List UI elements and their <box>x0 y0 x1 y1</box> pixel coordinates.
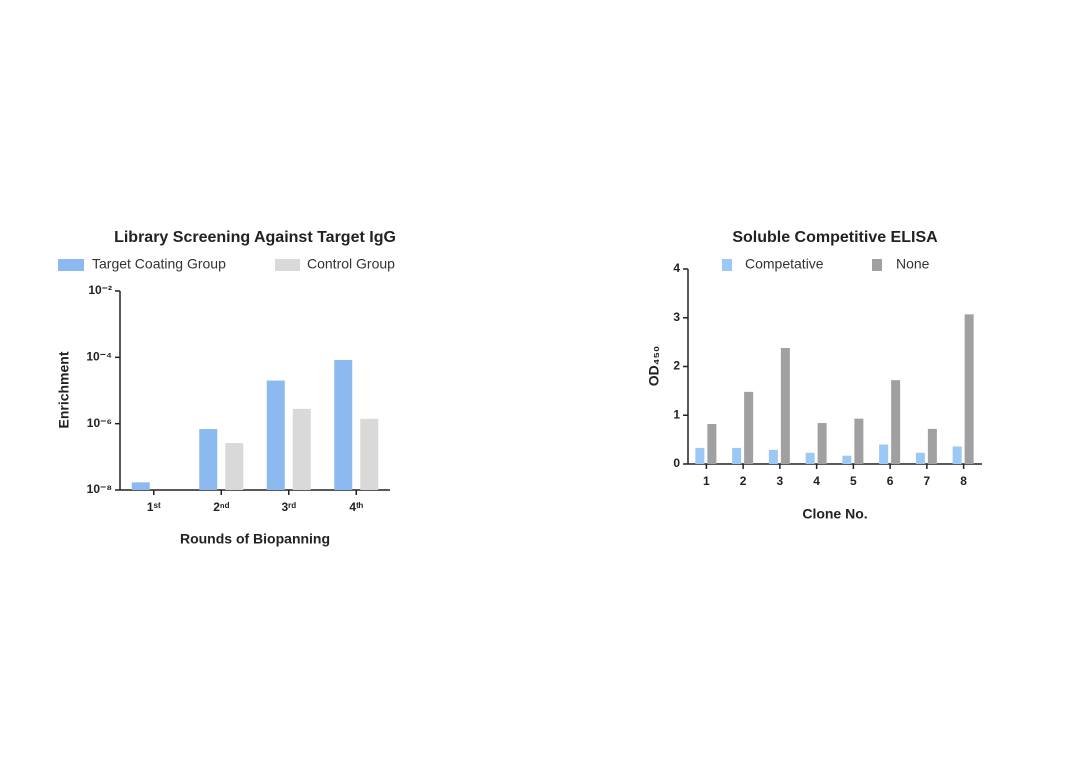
x-tick-label: 3 <box>777 474 784 488</box>
x-axis-label: Clone No. <box>802 506 867 522</box>
legend-label: Target Coating Group <box>92 256 226 272</box>
chart-title: Soluble Competitive ELISA <box>732 229 938 246</box>
y-tick-label: 0 <box>673 456 680 470</box>
x-tick-label: 4 <box>813 474 820 488</box>
y-tick-label: 1 <box>673 407 680 421</box>
x-tick-label: 2ⁿᵈ <box>213 500 229 514</box>
x-tick-label: 5 <box>850 474 857 488</box>
legend-label: Control Group <box>307 256 395 272</box>
y-axis-label: OD₄₅₀ <box>646 346 662 386</box>
x-axis-label: Rounds of Biopanning <box>180 531 330 547</box>
legend-swatch <box>275 259 300 271</box>
y-tick-label: 4 <box>673 261 680 275</box>
y-axis-label: Enrichment <box>56 351 72 428</box>
bar <box>334 360 353 490</box>
y-tick-label: 3 <box>673 310 680 324</box>
bar <box>131 482 150 490</box>
x-tick-label: 1 <box>703 474 710 488</box>
x-tick-label: 1ˢᵗ <box>147 500 161 514</box>
legend-label: None <box>896 256 930 272</box>
x-tick-label: 8 <box>960 474 967 488</box>
legend-swatch <box>872 259 882 271</box>
x-tick-label: 3ʳᵈ <box>282 500 297 514</box>
legend-swatch <box>58 259 84 271</box>
bar <box>768 449 778 464</box>
bar <box>292 408 311 490</box>
bar <box>964 314 974 464</box>
bar <box>225 443 244 490</box>
legend-label: Competative <box>745 256 824 272</box>
y-tick-label: 10⁻⁴ <box>86 350 112 364</box>
bar <box>780 347 790 464</box>
chart-title: Library Screening Against Target IgG <box>114 229 396 246</box>
bar <box>927 428 937 464</box>
bar <box>266 380 285 490</box>
y-tick-label: 10⁻⁶ <box>87 416 112 430</box>
bar <box>695 447 705 464</box>
x-tick-label: 2 <box>740 474 747 488</box>
legend-swatch <box>722 259 732 271</box>
bar <box>805 452 815 464</box>
y-tick-label: 10⁻⁸ <box>87 482 112 496</box>
bar <box>952 446 962 464</box>
bar <box>854 418 864 464</box>
bar <box>891 380 901 464</box>
bar <box>360 418 379 490</box>
y-tick-label: 10⁻² <box>88 283 112 297</box>
bar <box>744 391 754 464</box>
x-tick-label: 6 <box>887 474 894 488</box>
bar <box>879 444 889 464</box>
y-tick-label: 2 <box>673 359 680 373</box>
bar <box>732 447 742 464</box>
bar <box>842 455 852 464</box>
bar <box>199 429 218 490</box>
bar <box>817 423 827 464</box>
x-tick-label: 4ᵗʰ <box>349 500 363 514</box>
bar <box>915 452 925 464</box>
x-tick-label: 7 <box>924 474 931 488</box>
bar <box>707 424 717 464</box>
